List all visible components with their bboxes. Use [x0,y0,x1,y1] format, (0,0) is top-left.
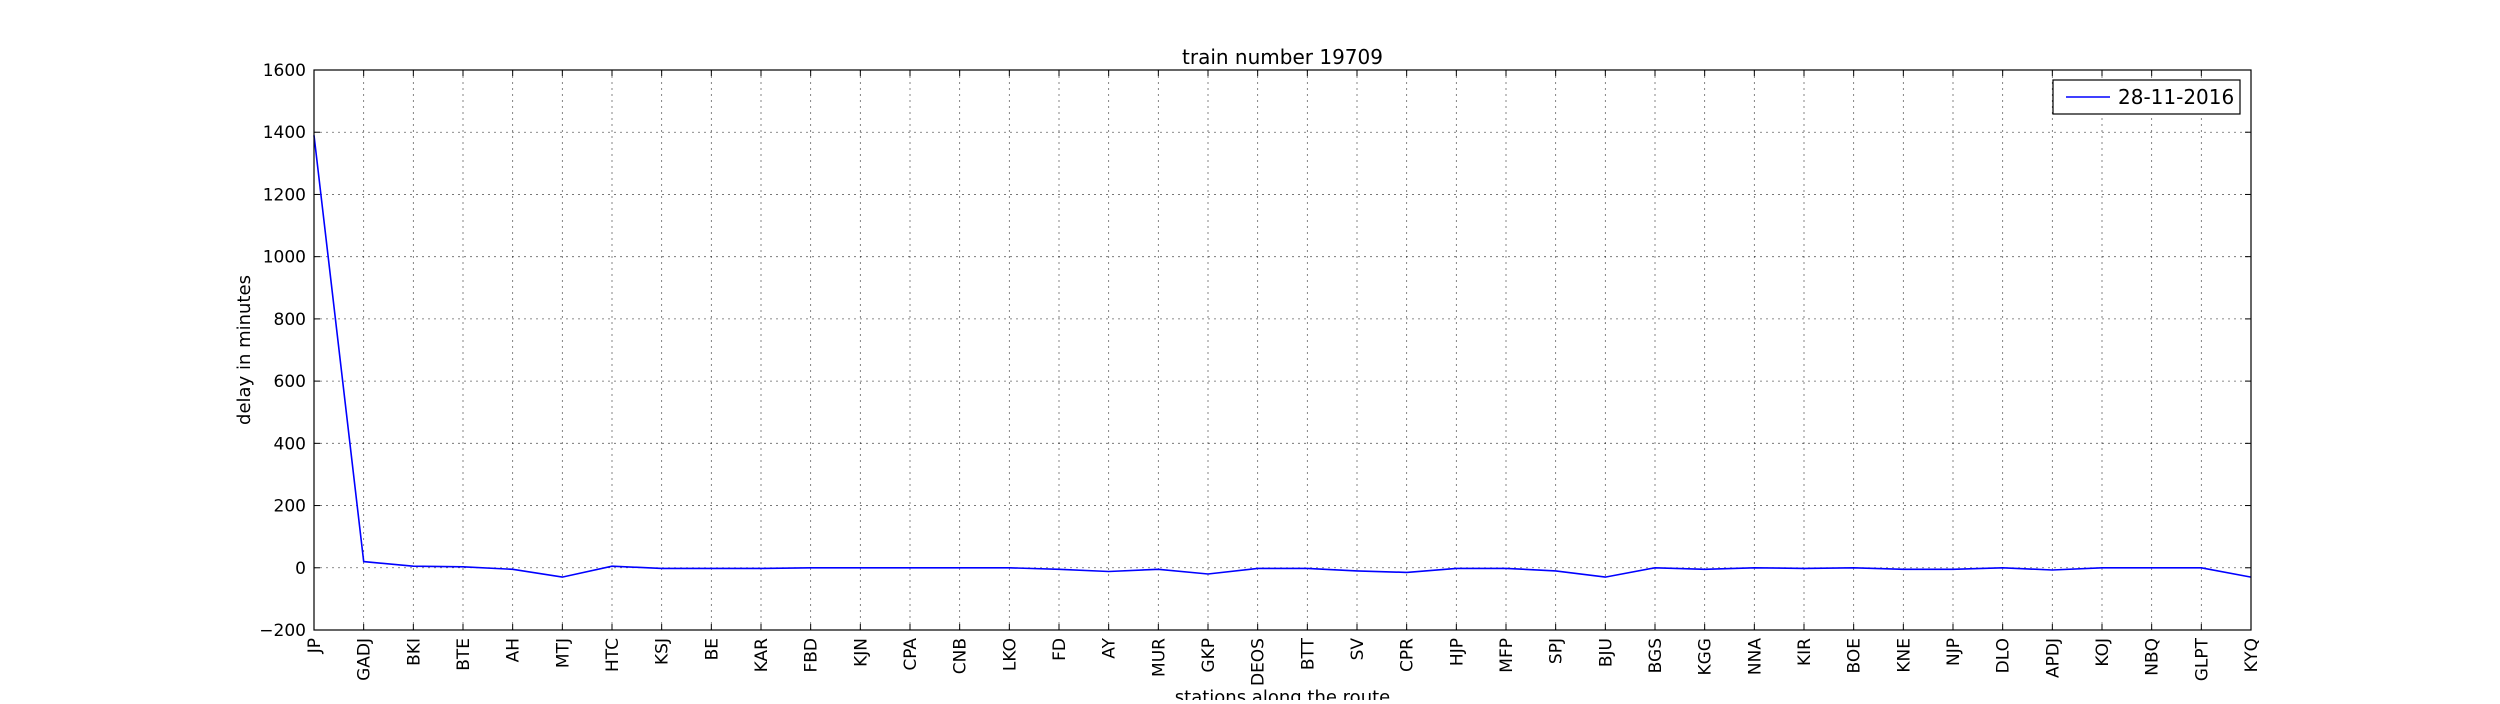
x-tick-label: KSJ [653,638,673,665]
x-tick-label: NBQ [2143,638,2163,676]
x-tick-label: GADJ [355,638,375,681]
x-axis-label: stations along the route [1175,687,1390,700]
y-tick-label: 1000 [263,248,306,268]
x-tick-label: SV [1348,638,1368,661]
x-tick-label: BGS [1646,638,1666,673]
x-tick-label: BKI [404,638,424,666]
chart-title: train number 19709 [1182,45,1383,69]
x-tick-label: DLO [1994,638,2014,673]
x-tick-label: NNA [1745,638,1765,675]
x-tick-label: KYQ [2242,638,2262,672]
x-tick-label: KAR [752,638,772,672]
legend-label: 28-11-2016 [2118,85,2234,109]
x-tick-label: DEOS [1249,638,1269,686]
x-tick-label: BOE [1845,638,1865,674]
grid-lines [314,70,2251,630]
x-tick-label: MUR [1149,638,1169,677]
x-tick-label: CPR [1398,638,1418,672]
x-tick-label: NJP [1944,638,1964,666]
plot-frame [313,69,2252,631]
y-tick-label: −200 [259,621,306,641]
x-tick-label: BE [702,638,722,660]
x-tick-label: AH [504,638,524,662]
x-tick-label: MTJ [553,638,573,668]
x-tick-label: HJP [1447,638,1467,666]
legend: 28-11-2016 [2052,79,2241,115]
x-tick-label: GLPT [2192,637,2212,681]
x-tick-label: FBD [802,638,822,673]
y-tick-label: 400 [274,434,306,454]
x-tick-label: KOJ [2093,638,2113,667]
y-axis-ticks: −200 0 200 400 600 800 1000 1200 1400 1600 [259,61,2251,641]
x-tick-label: KJN [851,638,871,667]
y-tick-label: 1600 [263,61,306,81]
series-layer [313,135,2252,578]
x-tick-label: AY [1100,637,1120,658]
x-tick-label: APDJ [2043,638,2063,678]
x-tick-label: BTE [454,638,474,671]
x-tick-label: CPA [901,638,921,671]
y-tick-label: 800 [274,310,306,330]
x-tick-label: CNB [951,638,971,674]
x-tick-label: FD [1050,638,1070,661]
y-axis-label: delay in minutes [234,275,255,425]
x-axis-ticks: JP GADJ BKI BTE AH MTJ HTC KSJ BE KAR FBD KJN CPA CNB… [305,70,2262,686]
x-tick-label: HTC [603,638,623,672]
x-tick-label: KNE [1894,638,1914,673]
y-tick-label: 0 [295,559,306,579]
x-tick-label: MFP [1497,638,1517,673]
x-tick-label: GKP [1199,638,1219,673]
x-tick-label: BTT [1298,637,1318,670]
x-tick-label: LKO [1000,638,1020,671]
series-line [313,135,2252,578]
y-tick-label: 1200 [263,185,306,205]
y-tick-label: 600 [274,372,306,392]
x-tick-label: SPJ [1547,638,1567,664]
x-tick-label: JP [305,638,325,654]
plot-area [314,70,2251,630]
x-tick-label: BJU [1596,638,1616,667]
x-tick-label: KIR [1795,638,1815,666]
y-tick-label: 200 [274,497,306,517]
y-tick-label: 1400 [263,123,306,143]
x-tick-label: KGG [1696,638,1716,676]
